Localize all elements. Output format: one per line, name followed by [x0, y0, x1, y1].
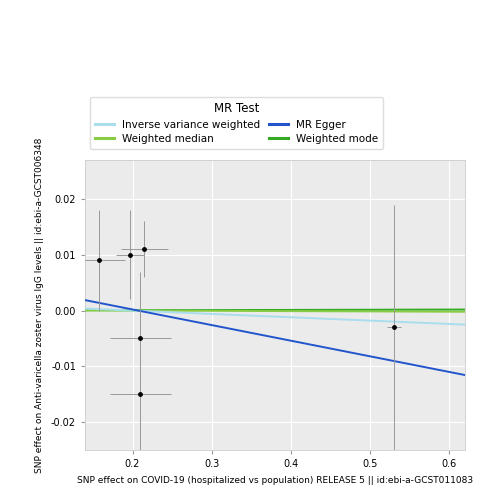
X-axis label: SNP effect on COVID-19 (hospitalized vs population) RELEASE 5 || id:ebi-a-GCST01: SNP effect on COVID-19 (hospitalized vs …	[77, 476, 473, 485]
Y-axis label: SNP effect on Anti-varicella zoster virus IgG levels || id:ebi-a-GCST006348: SNP effect on Anti-varicella zoster viru…	[35, 138, 44, 472]
Legend: Inverse variance weighted, Weighted median, MR Egger, Weighted mode: Inverse variance weighted, Weighted medi…	[90, 97, 384, 149]
